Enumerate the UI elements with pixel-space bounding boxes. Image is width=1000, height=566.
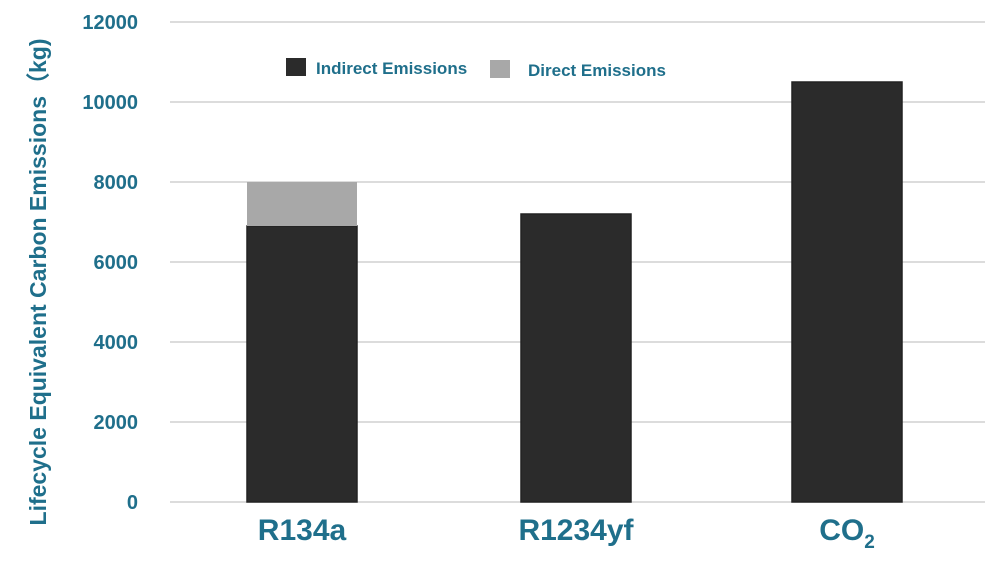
bars	[246, 81, 903, 503]
y-tick-label: 12000	[82, 12, 138, 34]
y-tick-label: 6000	[94, 252, 139, 274]
y-axis-title: Lifecycle Equivalent Carbon Emissions（kg…	[25, 39, 51, 526]
legend: Indirect Emissions Direct Emissions	[286, 58, 666, 80]
bar-direct	[247, 182, 357, 226]
legend-swatch	[490, 60, 510, 78]
legend-label: Direct Emissions	[528, 61, 666, 80]
y-tick-label: 2000	[94, 412, 139, 434]
legend-swatch	[286, 58, 306, 76]
y-tick-label: 4000	[94, 332, 139, 354]
y-tick-labels: 0 2000 4000 6000 8000 10000 12000	[82, 12, 138, 514]
bar-indirect	[520, 213, 632, 503]
x-category-label: CO2	[819, 514, 875, 553]
x-category-labels: R134a R1234yf CO2	[258, 514, 875, 553]
bar-indirect	[246, 225, 358, 503]
y-tick-label: 8000	[94, 172, 139, 194]
x-category-label: R1234yf	[518, 514, 634, 547]
x-category-label: R134a	[258, 514, 347, 547]
y-tick-label: 10000	[82, 92, 138, 114]
bar-indirect	[791, 81, 903, 503]
legend-label: Indirect Emissions	[316, 59, 467, 78]
y-tick-label: 0	[127, 492, 138, 514]
